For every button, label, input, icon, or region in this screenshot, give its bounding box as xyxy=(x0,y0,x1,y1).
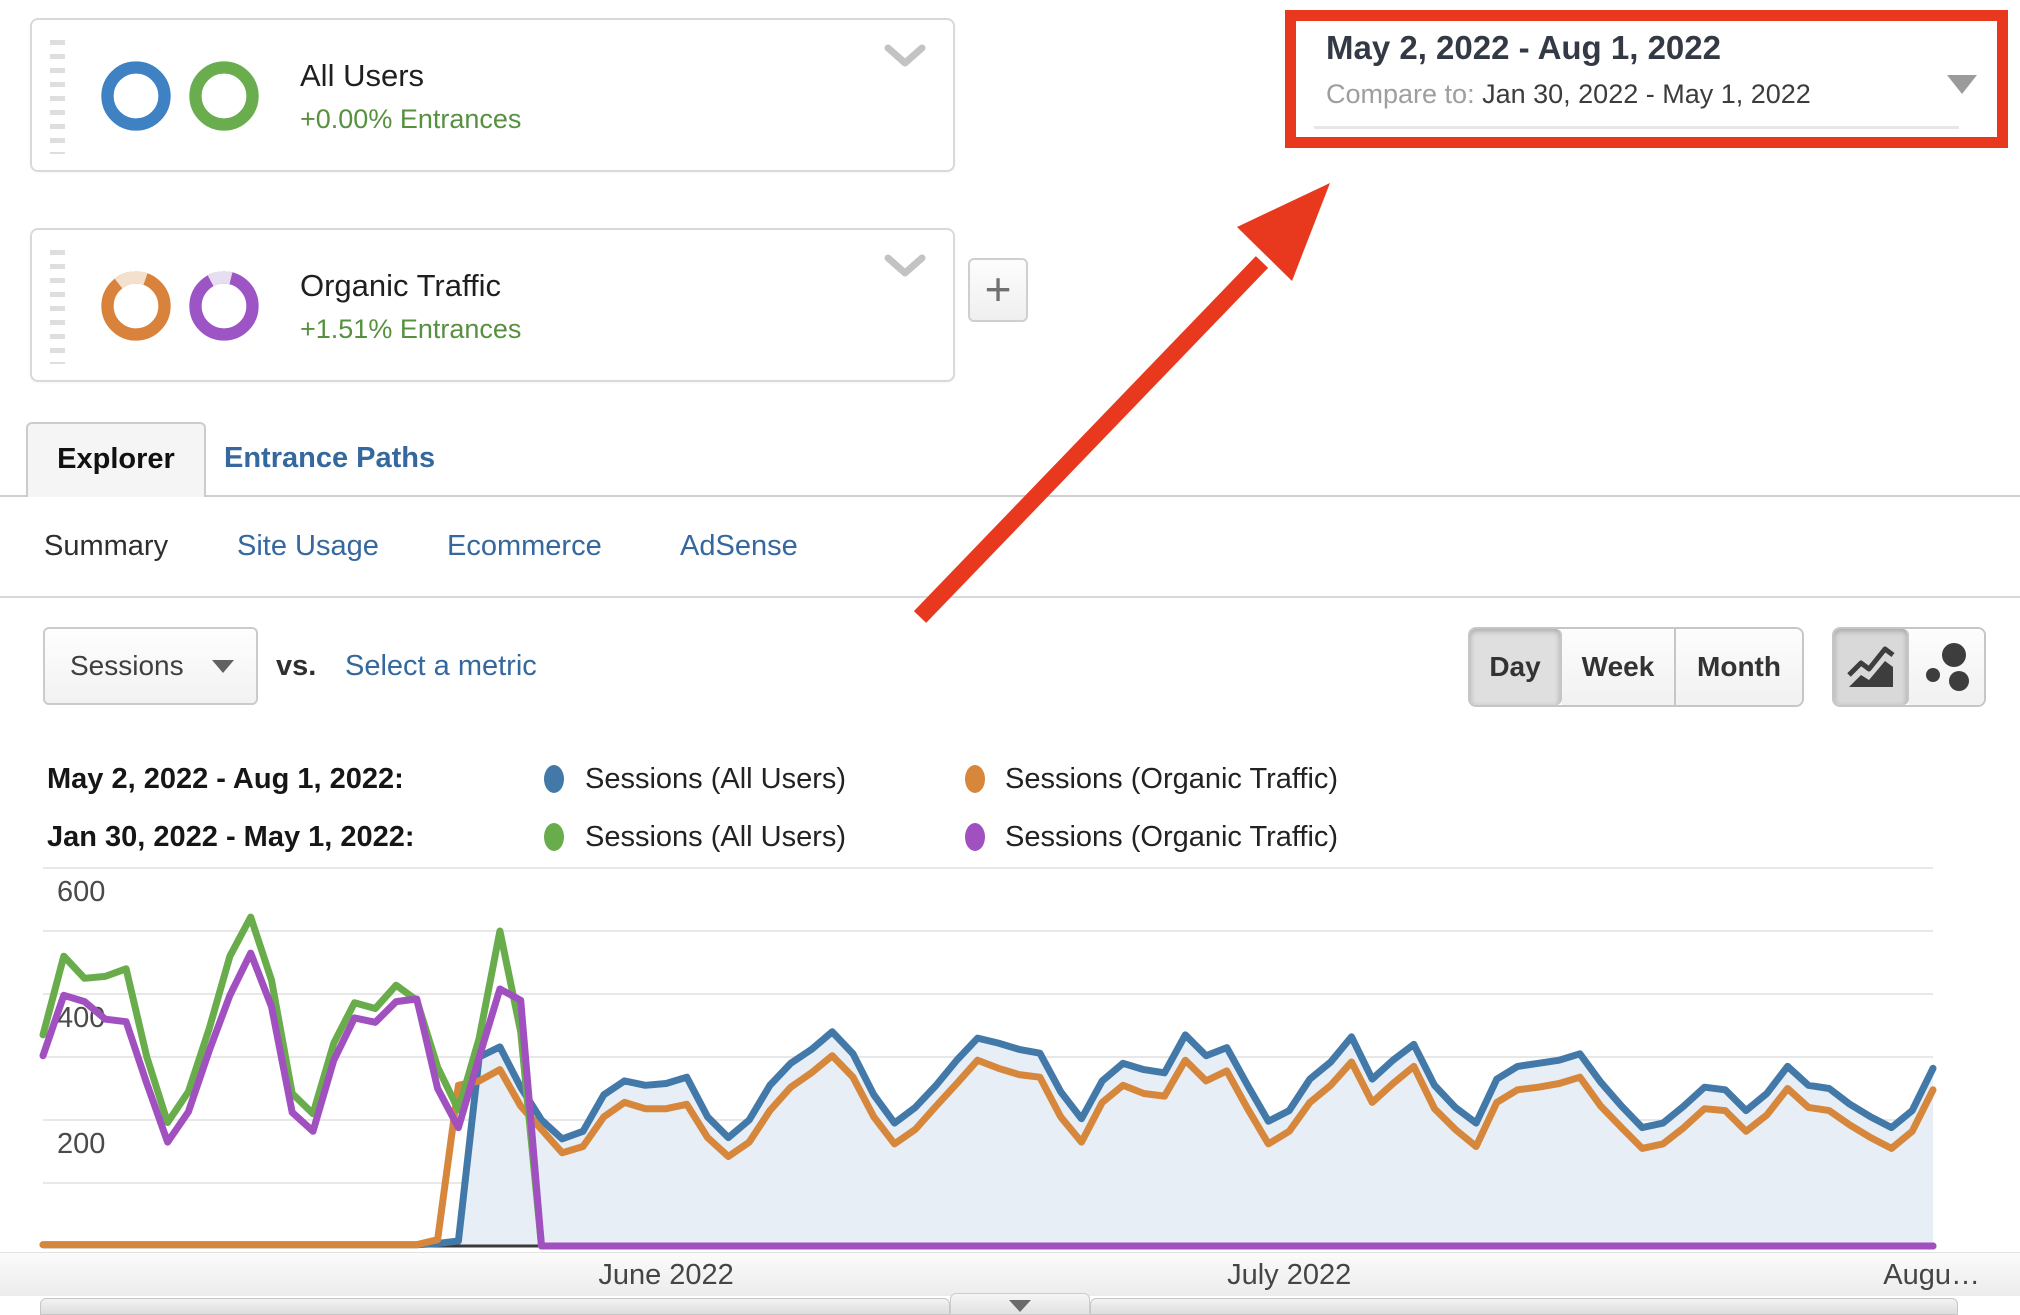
legend-row-current: May 2, 2022 - Aug 1, 2022: Sessions (All… xyxy=(0,756,1500,802)
tab-explorer[interactable]: Explorer xyxy=(26,422,206,497)
line-chart-button[interactable] xyxy=(1834,629,1909,705)
tab-strip-divider xyxy=(0,495,2020,497)
segment-card-all-users[interactable]: All Users +0.00% Entrances xyxy=(30,18,955,172)
donut-icon-blue xyxy=(101,61,171,131)
x-axis-label: Augu… xyxy=(1883,1259,1980,1291)
timeline-chart: 200 400 600 xyxy=(39,867,1937,1250)
legend-label: Sessions (All Users) xyxy=(585,821,847,853)
legend-label: Sessions (Organic Traffic) xyxy=(1005,821,1339,853)
tab-entrance-paths[interactable]: Entrance Paths xyxy=(224,442,436,474)
date-range-annotation-box: May 2, 2022 - Aug 1, 2022 Compare to: Ja… xyxy=(1285,10,2008,148)
series-line xyxy=(39,949,1937,1250)
segment-card-organic-traffic[interactable]: Organic Traffic +1.51% Entrances xyxy=(30,228,955,382)
y-axis-tick-label: 600 xyxy=(57,876,105,908)
x-axis-strip: June 2022 July 2022 Augu… xyxy=(0,1252,2020,1296)
dropdown-triangle-icon xyxy=(212,660,234,673)
donut-icon-green xyxy=(189,61,259,131)
donut-icon-purple xyxy=(189,271,259,341)
drag-handle-icon[interactable] xyxy=(50,250,65,364)
x-axis-label: June 2022 xyxy=(598,1259,734,1291)
metric-dropdown[interactable]: Sessions xyxy=(43,627,258,705)
granularity-control: Day Week Month xyxy=(1468,627,1804,707)
legend-dot-purple xyxy=(965,823,985,851)
legend-dot-orange xyxy=(965,765,985,793)
legend-label: Sessions (All Users) xyxy=(585,763,847,795)
collapse-chart-button[interactable] xyxy=(950,1293,1090,1315)
y-axis-tick-label: 200 xyxy=(57,1128,105,1160)
area-fill xyxy=(43,1031,1933,1246)
select-a-metric-link[interactable]: Select a metric xyxy=(345,650,537,682)
legend-dot-blue xyxy=(544,765,564,793)
chevron-down-icon[interactable] xyxy=(883,254,927,278)
donut-icon-orange xyxy=(101,271,171,341)
x-axis-label: July 2022 xyxy=(1227,1259,1352,1291)
motion-chart-icon xyxy=(1925,643,1969,691)
chart-type-control xyxy=(1832,627,1986,707)
date-range-selector[interactable]: May 2, 2022 - Aug 1, 2022 xyxy=(1326,29,1721,66)
subtab-site-usage[interactable]: Site Usage xyxy=(237,530,379,562)
legend-dot-green xyxy=(544,823,564,851)
legend-range-label: May 2, 2022 - Aug 1, 2022: xyxy=(47,763,404,795)
segment-subtitle: +1.51% Entrances xyxy=(300,314,522,344)
series-line xyxy=(39,1052,1937,1249)
add-segment-button[interactable]: + xyxy=(968,258,1028,322)
compare-prefix: Compare to: xyxy=(1326,79,1475,109)
subtab-summary[interactable]: Summary xyxy=(44,530,169,562)
timeline-bar xyxy=(1090,1298,1958,1315)
month-button[interactable]: Month xyxy=(1676,629,1802,705)
compare-range: Jan 30, 2022 - May 1, 2022 xyxy=(1482,79,1811,109)
subtab-adsense[interactable]: AdSense xyxy=(680,530,798,562)
subtab-ecommerce[interactable]: Ecommerce xyxy=(447,530,602,562)
motion-chart-button[interactable] xyxy=(1909,629,1984,705)
drag-handle-icon[interactable] xyxy=(50,40,65,154)
divider xyxy=(0,596,2020,598)
legend-label: Sessions (Organic Traffic) xyxy=(1005,763,1339,795)
y-axis-tick-label: 400 xyxy=(57,1002,105,1034)
chevron-down-icon[interactable] xyxy=(883,44,927,68)
triangle-down-icon xyxy=(1009,1300,1031,1312)
legend-row-comparison: Jan 30, 2022 - May 1, 2022: Sessions (Al… xyxy=(0,814,1500,860)
segment-title: Organic Traffic xyxy=(300,268,502,303)
dropdown-triangle-icon[interactable] xyxy=(1947,75,1977,94)
divider xyxy=(1314,126,1959,129)
day-button[interactable]: Day xyxy=(1470,629,1562,705)
week-button[interactable]: Week xyxy=(1562,629,1676,705)
segment-title: All Users xyxy=(300,58,425,93)
vs-label: vs. xyxy=(276,650,317,682)
metric-dropdown-value: Sessions xyxy=(70,650,184,681)
date-compare-row: Compare to: Jan 30, 2022 - May 1, 2022 xyxy=(1326,79,1811,110)
segment-subtitle: +0.00% Entrances xyxy=(300,104,522,134)
legend-range-label: Jan 30, 2022 - May 1, 2022: xyxy=(47,821,415,853)
line-chart-icon xyxy=(1846,646,1894,687)
timeline-bar xyxy=(40,1298,950,1315)
